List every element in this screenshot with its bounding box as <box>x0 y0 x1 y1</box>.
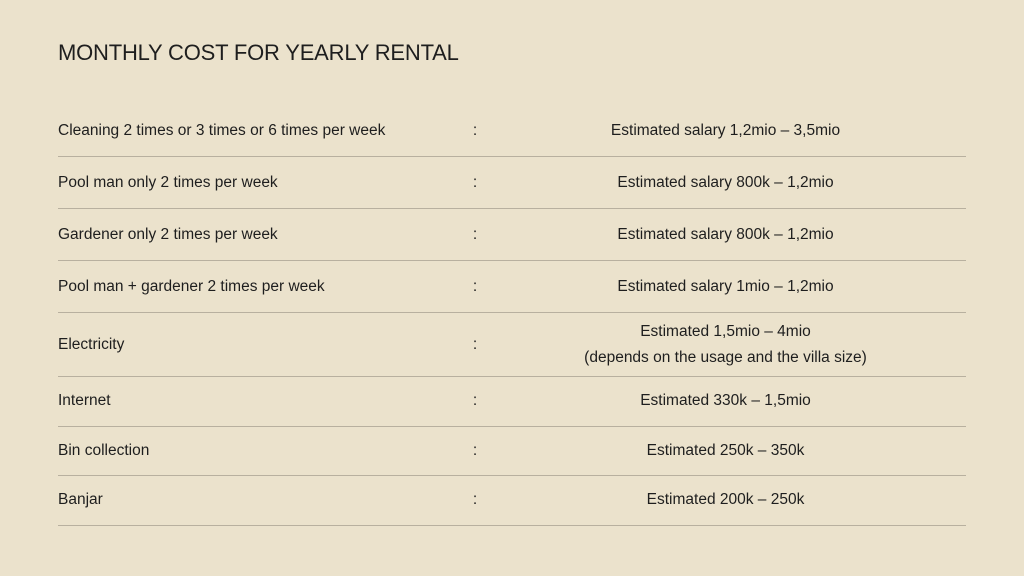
row-label: Cleaning 2 times or 3 times or 6 times p… <box>58 121 386 139</box>
table-row: Electricity : Estimated 1,5mio – 4mio (d… <box>58 313 966 377</box>
row-value: Estimated 250k – 350k <box>646 441 805 459</box>
row-value: Estimated salary 1,2mio – 3,5mio <box>610 121 841 139</box>
row-label: Bin collection <box>58 441 150 459</box>
row-value: Estimated 200k – 250k <box>646 491 805 509</box>
table-row: Pool man only 2 times per week : Estimat… <box>58 157 966 209</box>
row-separator: : <box>472 491 478 509</box>
row-value: Estimated 1,5mio – 4mio (depends on the … <box>485 319 966 371</box>
table-row: Pool man + gardener 2 times per week : E… <box>58 261 966 313</box>
row-label: Banjar <box>58 491 103 509</box>
row-label: Electricity <box>58 335 125 353</box>
row-label: Gardener only 2 times per week <box>58 225 278 243</box>
row-separator: : <box>472 173 478 191</box>
table-row: Internet : Estimated 330k – 1,5mio <box>58 377 966 427</box>
row-value: Estimated salary 1mio – 1,2mio <box>617 277 834 295</box>
row-label: Internet <box>58 392 111 410</box>
row-label: Pool man only 2 times per week <box>58 173 278 191</box>
row-value-main: Estimated 1,5mio – 4mio <box>640 322 811 340</box>
row-label: Pool man + gardener 2 times per week <box>58 277 325 295</box>
page-title: MONTHLY COST FOR YEARLY RENTAL <box>58 40 459 65</box>
row-separator: : <box>472 121 478 139</box>
row-value: Estimated salary 800k – 1,2mio <box>617 225 834 243</box>
row-separator: : <box>472 335 478 353</box>
cost-table: Cleaning 2 times or 3 times or 6 times p… <box>58 105 966 526</box>
table-row: Cleaning 2 times or 3 times or 6 times p… <box>58 105 966 157</box>
row-value-note: (depends on the usage and the villa size… <box>584 348 867 366</box>
table-row: Gardener only 2 times per week : Estimat… <box>58 209 966 261</box>
row-separator: : <box>472 392 478 410</box>
row-value: Estimated salary 800k – 1,2mio <box>617 173 834 191</box>
table-row: Banjar : Estimated 200k – 250k <box>58 476 966 526</box>
row-value: Estimated 330k – 1,5mio <box>640 392 811 410</box>
table-row: Bin collection : Estimated 250k – 350k <box>58 427 966 476</box>
row-separator: : <box>472 277 478 295</box>
row-separator: : <box>472 225 478 243</box>
row-separator: : <box>472 441 478 459</box>
